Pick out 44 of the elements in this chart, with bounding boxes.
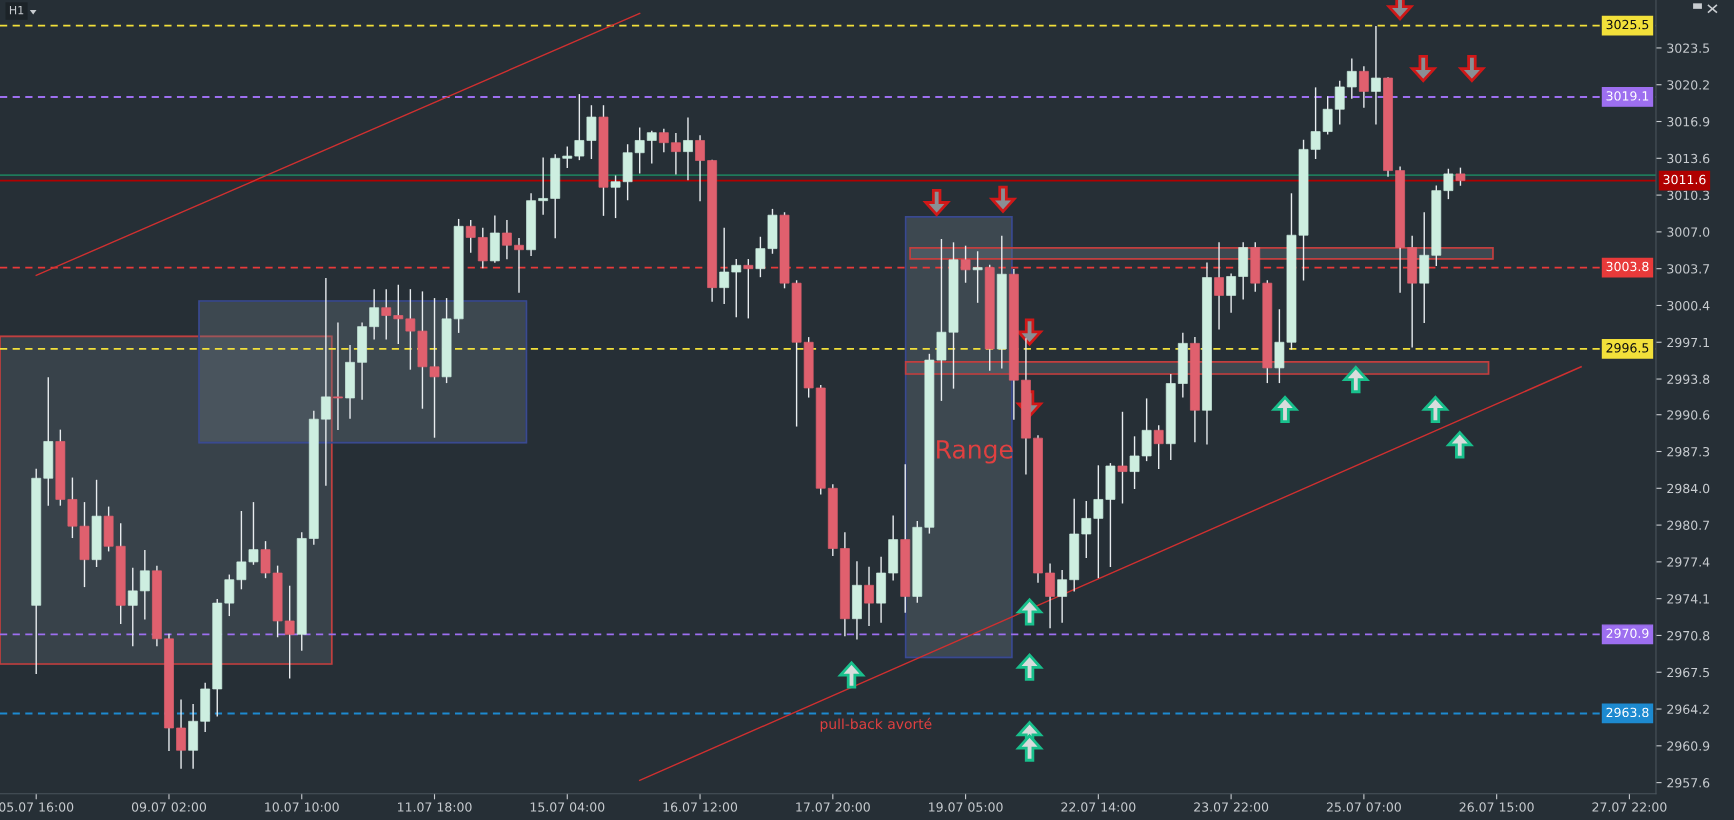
x-tick-label: 22.07 14:00 xyxy=(1061,802,1136,812)
x-tick-label: 26.07 15:00 xyxy=(1459,802,1534,812)
y-tick-label: 2997.1 xyxy=(1667,337,1709,348)
x-tick-label: 23.07 22:00 xyxy=(1194,802,1269,812)
y-tick-label: 2993.8 xyxy=(1667,374,1710,384)
x-tick-label: 16.07 12:00 xyxy=(663,802,738,812)
y-tick-label: 2967.5 xyxy=(1667,667,1710,678)
ref-line-label: 2963.8 xyxy=(1606,707,1649,718)
y-tick-label: 3007.0 xyxy=(1667,227,1710,237)
y-tick-label: 3023.5 xyxy=(1667,43,1710,53)
x-tick-label: 27.07 22:00 xyxy=(1592,802,1667,812)
x-tick-label: 05.07 16:00 xyxy=(0,802,74,812)
text: H1 xyxy=(9,6,24,15)
y-tick-label: 2960.9 xyxy=(1667,741,1710,751)
x-tick-label: 15.07 04:00 xyxy=(530,802,605,812)
y-tick-label: 2984.0 xyxy=(1667,483,1710,494)
y-tick-label: 2977.4 xyxy=(1667,557,1710,567)
annotation: Range xyxy=(937,440,1013,464)
ref-line-label: 3003.8 xyxy=(1606,261,1649,272)
y-tick-label: 2970.8 xyxy=(1667,630,1710,641)
ref-line-label: 2996.5 xyxy=(1606,343,1649,353)
ref-line-label: 3011.6 xyxy=(1663,174,1706,185)
y-tick-label: 2990.6 xyxy=(1667,410,1710,420)
x-tick-label: 25.07 07:00 xyxy=(1326,802,1401,812)
y-tick-label: 2980.7 xyxy=(1667,520,1710,531)
x-tick-label: 09.07 02:00 xyxy=(131,802,207,812)
y-tick-label: 3020.2 xyxy=(1667,80,1709,90)
y-tick-label: 2964.2 xyxy=(1667,704,1709,714)
x-tick-label: 17.07 20:00 xyxy=(796,802,870,812)
ref-line-label: 3019.1 xyxy=(1606,91,1649,101)
y-tick-label: 2987.3 xyxy=(1667,446,1710,457)
y-tick-label: 2974.1 xyxy=(1667,594,1709,604)
y-tick-label: 3013.6 xyxy=(1667,153,1710,164)
x-tick-label: 19.07 05:00 xyxy=(929,802,1003,812)
ref-line-label: 3025.5 xyxy=(1606,19,1649,30)
x-tick-label: 11.07 18:00 xyxy=(397,802,472,812)
annotation: pull-back avorté xyxy=(820,717,932,732)
x-tick-label: 10.07 10:00 xyxy=(265,802,339,812)
ref-line-label: 2970.9 xyxy=(1606,628,1649,638)
y-tick-label: 2957.6 xyxy=(1667,778,1710,788)
y-tick-label: 3016.9 xyxy=(1667,116,1710,127)
y-tick-label: 3010.3 xyxy=(1667,190,1710,201)
y-tick-label: 3003.7 xyxy=(1667,264,1710,274)
y-tick-label: 3000.4 xyxy=(1667,300,1710,311)
